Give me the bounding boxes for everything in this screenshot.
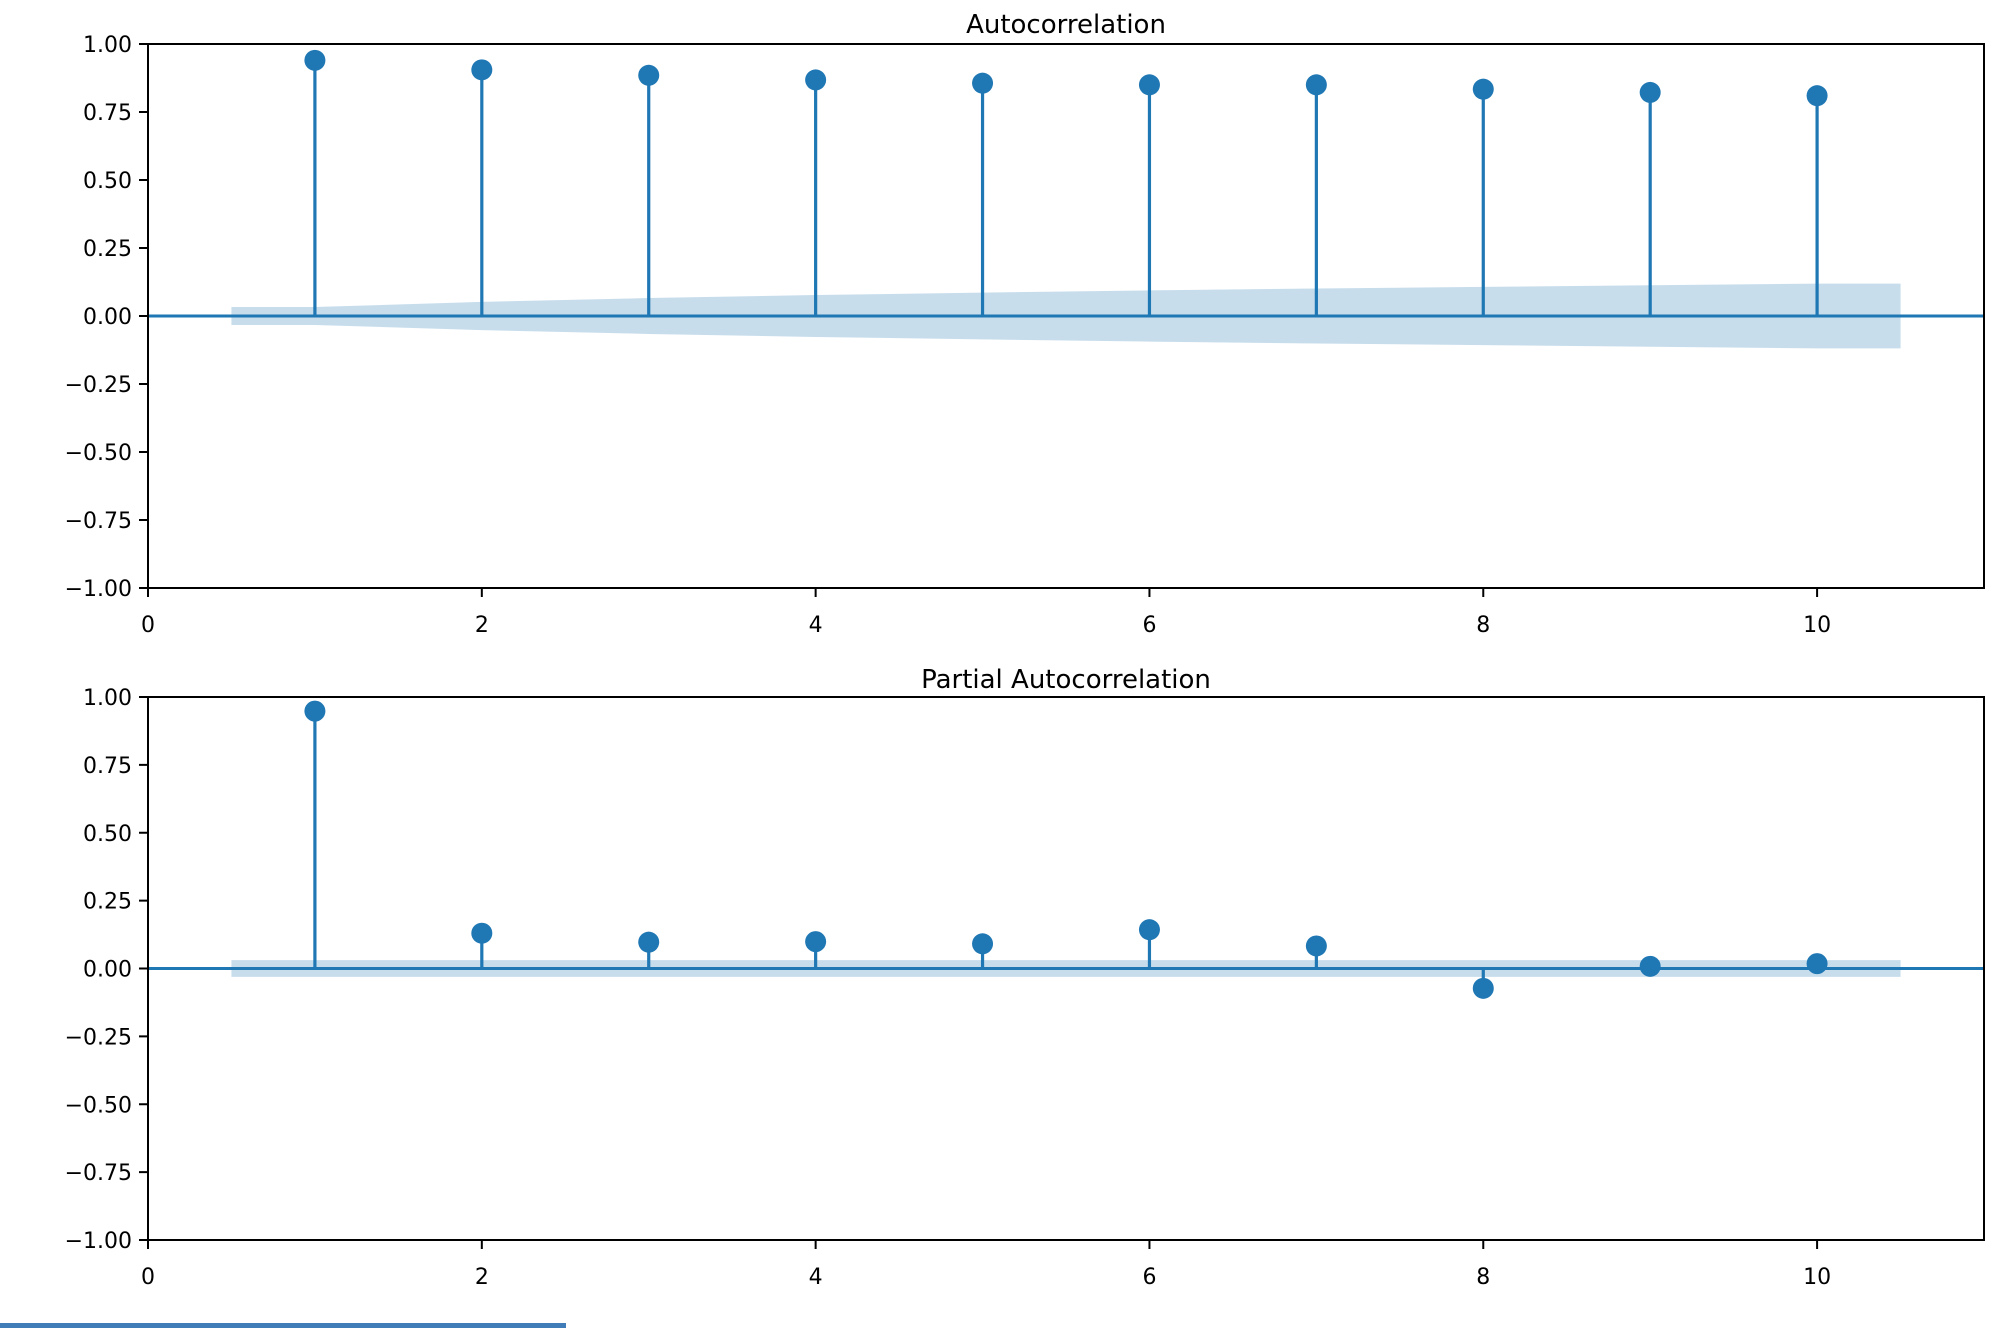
acf-plot-title: Autocorrelation: [966, 10, 1166, 40]
x-tick-label: 6: [1142, 1265, 1156, 1290]
y-tick-label: −0.50: [65, 1093, 132, 1118]
x-tick-label: 8: [1476, 1265, 1490, 1290]
y-tick-label: 0.75: [83, 101, 132, 126]
x-tick-label: 4: [809, 613, 823, 638]
y-tick-label: 0.75: [83, 754, 132, 779]
y-tick-label: 0.50: [83, 822, 132, 847]
x-tick-label: 2: [475, 613, 489, 638]
x-tick-label: 4: [809, 1265, 823, 1290]
stem-marker-lag-3: [638, 64, 660, 86]
stem-marker-lag-7: [1305, 74, 1327, 96]
stem-marker-lag-1: [304, 700, 326, 722]
y-tick-label: −0.25: [65, 373, 132, 398]
stem-marker-lag-4: [805, 69, 827, 91]
x-tick-label: 0: [141, 613, 155, 638]
stem-marker-lag-7: [1305, 935, 1327, 957]
stem-marker-lag-5: [972, 72, 994, 94]
stem-marker-lag-6: [1138, 74, 1160, 96]
stem-marker-lag-4: [805, 931, 827, 953]
acf-plot: Autocorrelation 1.00 0.75 0.50 0.25 0.00 −0.2…: [65, 10, 1985, 638]
clipped-next-figure-edge-line: [0, 1323, 566, 1328]
y-tick-label: 0.00: [83, 305, 132, 330]
y-tick-label: −0.25: [65, 1025, 132, 1050]
stem-marker-lag-5: [972, 933, 994, 955]
stem-marker-lag-3: [638, 931, 660, 953]
stem-marker-lag-8: [1472, 78, 1494, 100]
y-tick-label: 1.00: [83, 686, 132, 711]
y-tick-label: −1.00: [65, 1229, 132, 1254]
x-tick-label: 10: [1803, 1265, 1831, 1290]
stem-marker-lag-9: [1639, 955, 1661, 977]
pacf-plot-title: Partial Autocorrelation: [921, 665, 1211, 695]
stem-marker-lag-9: [1639, 81, 1661, 103]
stem-marker-lag-2: [471, 922, 493, 944]
stem-marker-lag-10: [1806, 85, 1828, 107]
pacf-plot: Partial Autocorrelation 1.00 0.75 0.50 0.25…: [65, 665, 1985, 1290]
y-tick-label: −0.50: [65, 441, 132, 466]
x-tick-label: 10: [1803, 613, 1831, 638]
stem-marker-lag-10: [1806, 953, 1828, 975]
y-tick-label: 0.25: [83, 890, 132, 915]
stem-marker-lag-2: [471, 59, 493, 81]
x-tick-label: 6: [1142, 613, 1156, 638]
stem-marker-lag-6: [1138, 919, 1160, 941]
x-tick-label: 0: [141, 1265, 155, 1290]
y-tick-label: −0.75: [65, 1161, 132, 1186]
y-tick-label: 0.25: [83, 237, 132, 262]
y-tick-label: −1.00: [65, 577, 132, 602]
stem-marker-lag-8: [1472, 977, 1494, 999]
x-tick-label: 8: [1476, 613, 1490, 638]
stem-marker-lag-1: [304, 49, 326, 71]
y-tick-label: −0.75: [65, 509, 132, 534]
y-tick-label: 1.00: [83, 33, 132, 58]
y-tick-label: 0.00: [83, 958, 132, 983]
y-tick-label: 0.50: [83, 169, 132, 194]
x-tick-label: 2: [475, 1265, 489, 1290]
